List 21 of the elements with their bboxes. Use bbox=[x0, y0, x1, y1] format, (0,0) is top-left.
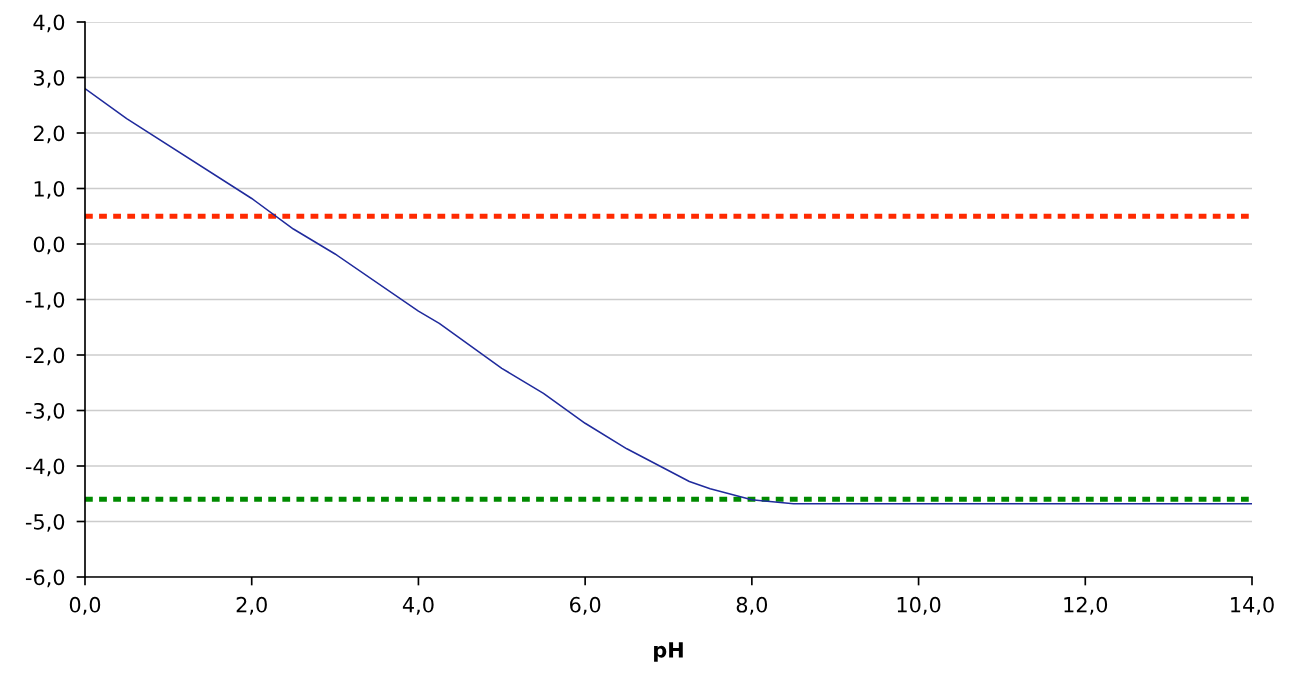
y-tick-label: -3,0 bbox=[25, 402, 65, 421]
x-tick-label: 14,0 bbox=[1231, 596, 1274, 615]
y-tick-label: 4,0 bbox=[33, 14, 65, 33]
y-tick-label: -6,0 bbox=[25, 569, 65, 588]
x-tick-label: 10,0 bbox=[897, 596, 941, 615]
y-tick-label: 2,0 bbox=[33, 125, 65, 144]
x-tick-label: 8,0 bbox=[736, 596, 768, 615]
y-tick-label: -5,0 bbox=[25, 513, 65, 532]
y-tick-label: 3,0 bbox=[34, 69, 65, 88]
line-series bbox=[85, 87, 1252, 505]
x-tick-label: 0,0 bbox=[69, 596, 101, 615]
y-tick-label: 1,0 bbox=[34, 180, 65, 199]
y-tick-label: -1,0 bbox=[25, 291, 65, 310]
x-tick-label: 6,0 bbox=[570, 596, 601, 615]
x-axis-title: pH bbox=[654, 642, 683, 662]
x-tick-label: 4,0 bbox=[402, 596, 434, 615]
x-tick-label: 12,0 bbox=[1064, 596, 1108, 615]
x-tick-label: 2,0 bbox=[236, 596, 267, 615]
y-tick-label: -4,0 bbox=[25, 458, 65, 477]
y-tick-label: 0,0 bbox=[33, 236, 65, 255]
y-tick-label: -2,0 bbox=[25, 347, 65, 366]
